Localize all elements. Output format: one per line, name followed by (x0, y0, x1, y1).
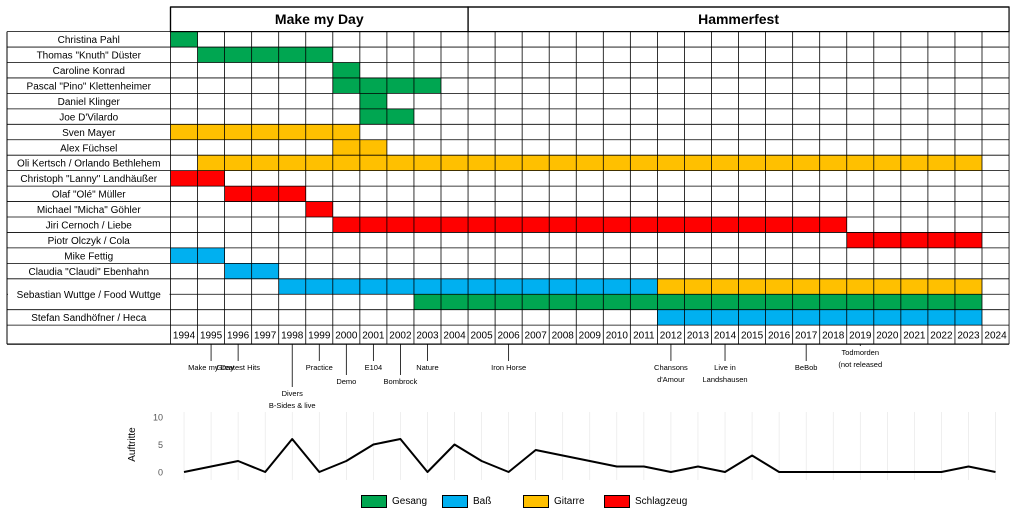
member-name: Caroline Konrad (53, 66, 125, 77)
year-label: 2017 (795, 331, 818, 342)
span-bar (332, 62, 360, 78)
year-label: 2006 (498, 331, 521, 342)
release-label: (not released (838, 360, 882, 369)
member-name: Christoph "Lanny" Landhäußer (20, 174, 157, 185)
year-label: 2002 (389, 331, 412, 342)
member-name: Olaf "Olé" Müller (52, 190, 126, 201)
member-name: Oli Kertsch / Orlando Bethlehem (17, 159, 160, 170)
release-label: Divers (282, 389, 304, 398)
legend-item: Schlagzeug (604, 494, 687, 508)
legend-swatch (604, 494, 630, 508)
legend-label: Baß (473, 495, 492, 507)
year-label: 2001 (362, 331, 385, 342)
release-label: B-Sides & live (269, 401, 316, 410)
release-label: BeBob (795, 363, 818, 372)
release-label: Todmorden (842, 348, 880, 357)
year-label: 2022 (930, 331, 953, 342)
year-label: 2010 (606, 331, 629, 342)
legend-swatch (523, 494, 549, 508)
span-bar (224, 186, 306, 202)
year-label: 2000 (335, 331, 358, 342)
span-bar (413, 294, 982, 310)
release-label: Practice (306, 363, 333, 372)
member-name: Sebastian Wuttge / Food Wuttge (17, 290, 162, 301)
year-label: 2004 (443, 331, 466, 342)
band-name: Make my Day (275, 11, 364, 27)
span-bar (197, 47, 333, 63)
release-label: Greatest Hits (216, 363, 260, 372)
year-label: 1995 (200, 331, 223, 342)
year-label: 1998 (281, 331, 304, 342)
performances-line (183, 438, 996, 473)
legend-label: Gesang (392, 495, 428, 507)
year-label: 1994 (173, 331, 196, 342)
member-name: Alex Füchsel (60, 143, 117, 154)
year-label: 2011 (633, 331, 655, 342)
release-label: Iron Horse (491, 363, 526, 372)
member-name: Daniel Klinger (58, 97, 121, 108)
year-label: 2021 (903, 331, 926, 342)
legend-item: Baß (442, 494, 491, 508)
band-name: Hammerfest (698, 11, 779, 27)
year-label: 2013 (687, 331, 710, 342)
year-label: 2009 (579, 331, 602, 342)
release-label: Chansons (654, 363, 688, 372)
release-label: Nature (416, 363, 439, 372)
band-header-cell (467, 6, 1010, 33)
y-tick-label: 0 (158, 468, 163, 478)
span-bar (197, 155, 983, 171)
year-label: 1999 (308, 331, 331, 342)
member-name: Sven Mayer (62, 128, 116, 139)
member-name: Piotr Olczyk / Cola (48, 236, 131, 247)
span-bar (359, 93, 387, 109)
y-axis-label: Auftritte (127, 427, 138, 462)
legend-swatch (361, 494, 387, 508)
year-label: 2016 (768, 331, 791, 342)
legend-item: Gitarre (523, 494, 585, 508)
release-label: Live in (714, 363, 736, 372)
y-tick-label: 10 (153, 413, 163, 423)
year-label: 1996 (227, 331, 250, 342)
span-bar (170, 31, 198, 48)
legend-label: Gitarre (554, 495, 585, 507)
year-label: 1997 (254, 331, 277, 342)
member-name: Thomas "Knuth" Düster (37, 51, 142, 62)
release-label: Landshausen (703, 375, 748, 384)
year-label: 2020 (876, 331, 899, 342)
member-name: Stefan Sandhöfner / Heca (31, 313, 147, 324)
member-name: Joe D'Vilardo (59, 112, 118, 123)
release-label: Make my Day (188, 363, 234, 372)
y-tick-label: 5 (158, 440, 163, 450)
year-label: 2012 (660, 331, 683, 342)
year-label: 2007 (525, 331, 548, 342)
span-bar (170, 124, 360, 140)
member-name: Jiri Cernoch / Liebe (46, 221, 133, 232)
year-label: 2008 (552, 331, 575, 342)
release-label: Demo (336, 377, 356, 386)
year-label: 2023 (957, 331, 980, 342)
legend-item: Gesang (361, 494, 427, 508)
member-name: Christina Pahl (58, 35, 120, 46)
member-name: Michael "Micha" Göhler (37, 205, 141, 216)
year-label: 2015 (741, 331, 764, 342)
span-bar (305, 201, 333, 217)
release-label: Bombrock (384, 377, 418, 386)
span-bar (846, 232, 982, 248)
year-label: 2019 (849, 331, 872, 342)
release-label: E104 (365, 363, 383, 372)
member-name: Mike Fettig (64, 251, 113, 262)
span-bar (332, 217, 847, 233)
legend-label: Schlagzeug (635, 495, 688, 507)
year-label: 2003 (416, 331, 439, 342)
legend-swatch (442, 494, 468, 508)
year-label: 2018 (822, 331, 845, 342)
release-label: d'Amour (657, 375, 685, 384)
year-label: 2005 (470, 331, 493, 342)
year-label: 2024 (984, 331, 1007, 342)
member-name: Claudia "Claudi" Ebenhahn (28, 267, 149, 278)
year-label: 2014 (714, 331, 737, 342)
member-name: Pascal "Pino" Klettenheimer (27, 81, 152, 92)
